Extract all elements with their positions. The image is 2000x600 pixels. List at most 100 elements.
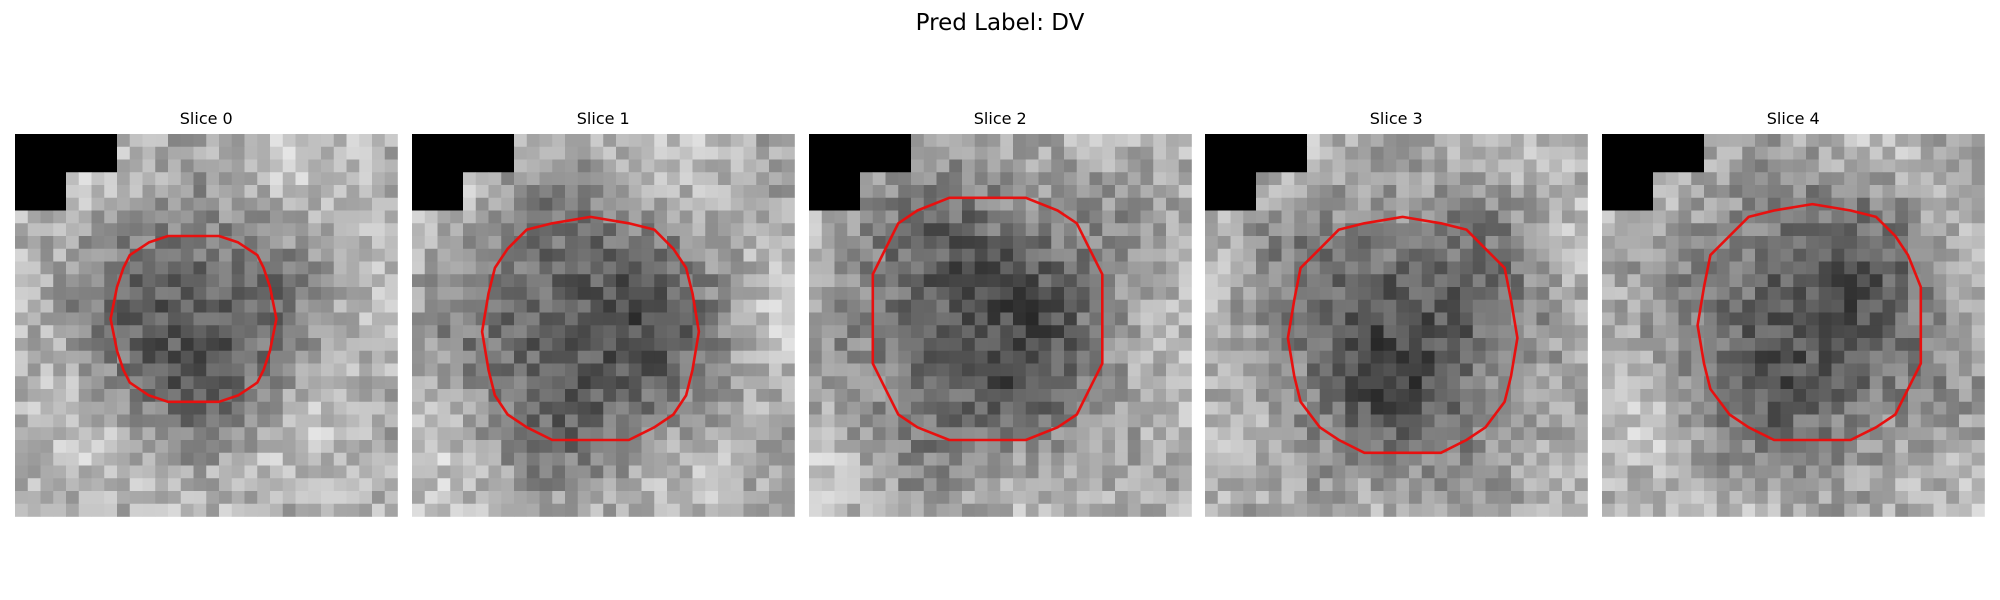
pixel	[437, 236, 451, 250]
pixel	[1140, 503, 1154, 517]
pixel	[781, 350, 795, 364]
pixel	[372, 312, 386, 326]
pixel	[1140, 185, 1154, 199]
pixel	[526, 478, 540, 492]
pixel	[552, 503, 566, 517]
pixel	[1140, 414, 1154, 428]
pixel	[821, 312, 835, 326]
pixel	[1358, 274, 1372, 288]
pixel	[1755, 414, 1769, 428]
pixel	[1895, 325, 1909, 339]
pixel	[501, 491, 515, 505]
pixel	[1013, 197, 1027, 211]
pixel	[667, 427, 681, 441]
pixel	[1447, 376, 1461, 390]
pixel	[1857, 440, 1871, 454]
pixel	[270, 452, 284, 466]
pixel	[1409, 197, 1423, 211]
pixel	[1933, 350, 1947, 364]
pixel	[1460, 210, 1474, 224]
pixel	[1729, 287, 1743, 301]
pixel	[1025, 146, 1039, 160]
pixel	[821, 134, 835, 148]
pixel	[730, 210, 744, 224]
pixel	[295, 503, 309, 517]
pixel	[40, 389, 54, 403]
pixel	[1217, 465, 1231, 479]
pixel	[1256, 287, 1270, 301]
pixel	[1691, 287, 1705, 301]
pixel	[756, 197, 770, 211]
pixel	[372, 197, 386, 211]
pixel	[974, 414, 988, 428]
pixel	[1933, 427, 1947, 441]
pixel	[1256, 503, 1270, 517]
pixel	[1307, 452, 1321, 466]
pixel	[1640, 197, 1654, 211]
pixel	[1115, 146, 1129, 160]
pixel	[346, 350, 360, 364]
pixel	[1166, 146, 1180, 160]
pixel	[756, 146, 770, 160]
pixel	[1549, 185, 1563, 199]
pixel	[1089, 350, 1103, 364]
pixel	[1268, 274, 1282, 288]
pixel	[718, 427, 732, 441]
pixel	[923, 389, 937, 403]
pixel	[1574, 465, 1588, 479]
pixel	[1602, 338, 1616, 352]
pixel	[372, 452, 386, 466]
pixel	[1434, 248, 1448, 262]
pixel	[1602, 491, 1616, 505]
pixel	[1920, 427, 1934, 441]
pixel	[1076, 503, 1090, 517]
pixel	[1946, 159, 1960, 173]
pixel	[603, 401, 617, 415]
pixel	[321, 210, 335, 224]
pixel	[15, 503, 29, 517]
pixel	[384, 287, 398, 301]
pixel	[1281, 210, 1295, 224]
pixel	[821, 389, 835, 403]
pixel	[1268, 401, 1282, 415]
pixel	[1051, 363, 1065, 377]
pixel	[552, 287, 566, 301]
pixel	[911, 440, 925, 454]
pixel	[962, 299, 976, 313]
pixel	[1780, 338, 1794, 352]
pixel	[1959, 401, 1973, 415]
pixel	[1549, 414, 1563, 428]
pixel	[1243, 452, 1257, 466]
pixel	[270, 376, 284, 390]
pixel	[949, 274, 963, 288]
pixel	[1243, 274, 1257, 288]
pixel	[847, 363, 861, 377]
pixel	[1178, 287, 1192, 301]
pixel	[1345, 287, 1359, 301]
pixel	[718, 452, 732, 466]
pixel	[847, 210, 861, 224]
pixel	[1345, 236, 1359, 250]
pixel	[1818, 287, 1832, 301]
pixel	[860, 465, 874, 479]
pixel	[1370, 172, 1384, 186]
pixel	[514, 503, 528, 517]
pixel	[1166, 197, 1180, 211]
pixel	[1434, 491, 1448, 505]
pixel	[1281, 172, 1295, 186]
pixel	[1153, 159, 1167, 173]
pixel	[66, 478, 80, 492]
pixel	[1844, 146, 1858, 160]
pixel	[821, 236, 835, 250]
pixel	[1472, 414, 1486, 428]
pixel	[117, 236, 131, 250]
pixel	[1358, 503, 1372, 517]
pixel	[257, 134, 271, 148]
pixel	[898, 503, 912, 517]
pixel	[1665, 287, 1679, 301]
pixel	[1447, 325, 1461, 339]
pixel	[1383, 350, 1397, 364]
pixel	[1166, 350, 1180, 364]
pixel	[514, 146, 528, 160]
pixel	[1230, 389, 1244, 403]
